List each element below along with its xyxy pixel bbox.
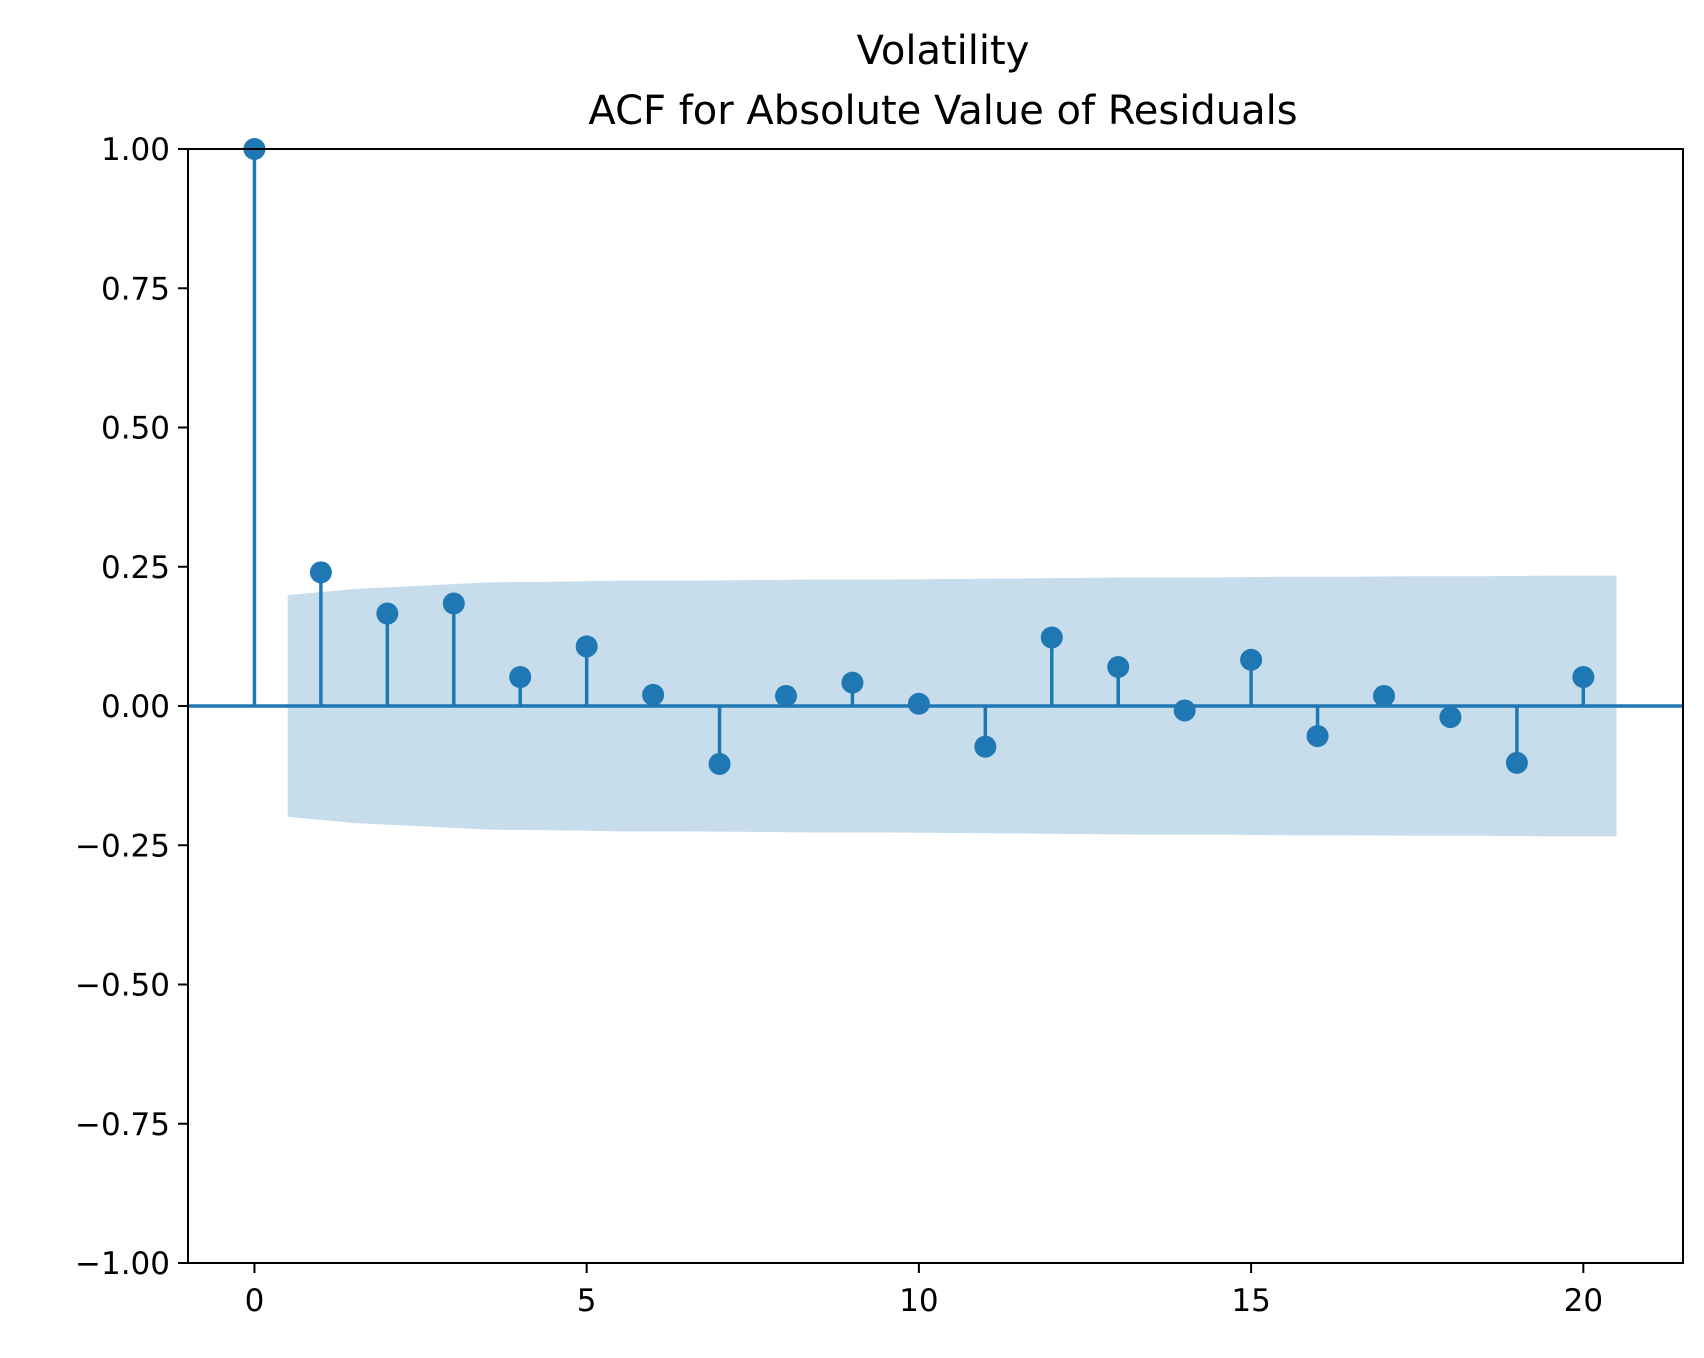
x-tick-label: 10	[899, 1283, 938, 1319]
chart-subtitle: ACF for Absolute Value of Residuals	[588, 88, 1297, 134]
chart-title: Volatility	[857, 28, 1030, 74]
y-tick-label: 0.50	[101, 411, 170, 447]
acf-point-lag-11	[974, 735, 997, 758]
y-tick-label: 0.25	[101, 550, 170, 586]
y-tick-label: −0.50	[75, 968, 170, 1004]
y-tick-label: 0.00	[101, 689, 170, 725]
acf-point-lag-3	[442, 592, 465, 615]
acf-point-lag-5	[575, 635, 598, 658]
y-tick-label: 1.00	[101, 132, 170, 168]
x-tick-label: 15	[1231, 1283, 1270, 1319]
y-tick-label: −1.00	[75, 1246, 170, 1282]
x-tick-label: 5	[577, 1283, 597, 1319]
acf-point-lag-10	[907, 692, 930, 715]
acf-point-lag-4	[509, 666, 532, 689]
acf-stems-layer	[243, 138, 1595, 775]
acf-point-lag-14	[1173, 699, 1196, 722]
y-tick-label: 0.75	[101, 271, 170, 307]
y-tick-label: −0.75	[75, 1107, 170, 1143]
acf-point-lag-19	[1505, 751, 1528, 774]
acf-point-lag-2	[376, 602, 399, 625]
acf-point-lag-16	[1306, 725, 1329, 748]
acf-point-lag-9	[841, 671, 864, 694]
acf-point-lag-18	[1439, 706, 1462, 729]
x-tick-label: 20	[1564, 1283, 1603, 1319]
acf-point-lag-7	[708, 752, 731, 775]
acf-point-lag-8	[775, 684, 797, 707]
y-tick-label: −0.25	[75, 828, 170, 864]
acf-point-lag-15	[1240, 648, 1263, 671]
acf-point-lag-20	[1572, 666, 1595, 689]
x-tick-label: 0	[245, 1283, 265, 1319]
acf-point-lag-12	[1040, 626, 1063, 649]
acf-point-lag-1	[309, 561, 332, 584]
acf-point-lag-17	[1373, 684, 1395, 707]
axes-layer: 1.00 0.75 0.50 0.25 0.00 −0.25 −0.50 −0.75 −1.00…	[75, 132, 1684, 1319]
acf-point-lag-13	[1107, 656, 1130, 679]
acf-point-lag-6	[642, 683, 665, 706]
